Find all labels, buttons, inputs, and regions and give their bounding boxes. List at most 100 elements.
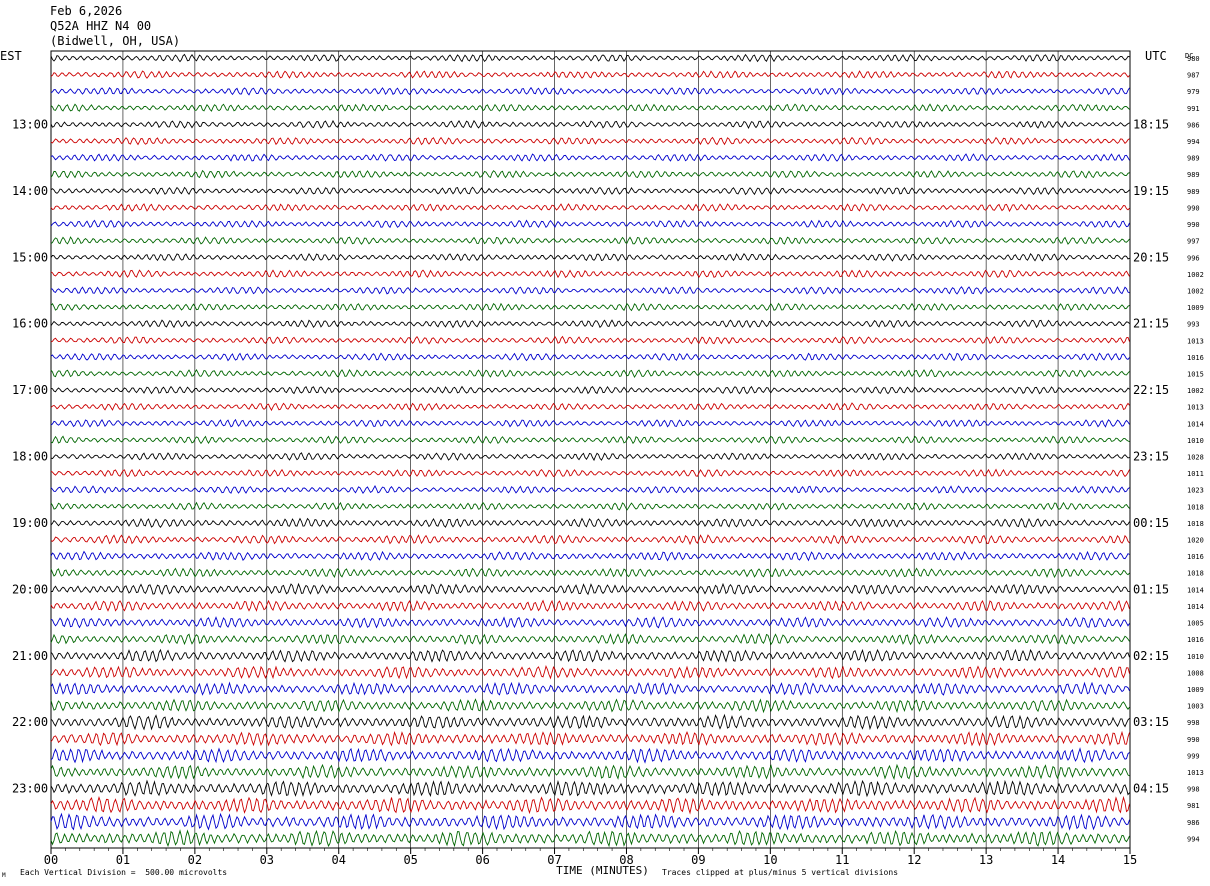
seismic-trace (50, 385, 1130, 395)
dc-offset-label: 1002 (1187, 271, 1204, 279)
seismic-trace (50, 452, 1130, 462)
seismic-trace (50, 812, 1130, 831)
seismic-trace (50, 517, 1130, 528)
right-hour-label: 04:15 (1133, 782, 1169, 796)
seismic-trace (50, 763, 1130, 781)
dc-offset-label: 1010 (1187, 653, 1204, 661)
right-hour-label: 03:15 (1133, 715, 1169, 729)
dc-offset-label: 998 (1187, 786, 1200, 794)
clip-note: Traces clipped at plus/minus 5 vertical … (662, 868, 899, 877)
dc-offset-label: 1018 (1187, 520, 1204, 528)
x-tick-label: 13 (979, 853, 993, 867)
left-hour-label: 20:00 (12, 582, 48, 596)
dc-offset-label: 1018 (1187, 570, 1204, 578)
scale-note: Each Vertical Division = 500.00 microvol… (20, 868, 228, 877)
dc-offset-label: 989 (1187, 188, 1200, 196)
dc-offset-label: 990 (1187, 736, 1200, 744)
seismic-trace (50, 534, 1130, 546)
header-station: Q52A HHZ N4 00 (50, 19, 152, 33)
seismic-trace (50, 252, 1130, 262)
dc-offset-label: 1016 (1187, 354, 1204, 362)
left-hour-label: 17:00 (12, 383, 48, 397)
seismic-trace (50, 435, 1130, 445)
seismic-trace (50, 616, 1130, 629)
corner-mark: M (2, 872, 6, 879)
x-tick-label: 09 (691, 853, 705, 867)
seismic-trace (50, 103, 1130, 112)
dc-offset-label: 991 (1187, 105, 1200, 113)
dc-offset-label: 1016 (1187, 553, 1204, 561)
x-tick-label: 11 (835, 853, 849, 867)
x-tick-label: 12 (907, 853, 921, 867)
dc-offset-label: 987 (1187, 72, 1200, 80)
seismic-trace (50, 402, 1130, 412)
seismic-trace (50, 730, 1130, 747)
seismic-trace (50, 169, 1130, 179)
seismic-trace (50, 681, 1130, 696)
dc-offset-label: 1023 (1187, 487, 1204, 495)
right-timezone-label: UTC (1145, 49, 1167, 63)
left-hour-label: 22:00 (12, 715, 48, 729)
seismic-trace (50, 286, 1130, 295)
x-tick-label: 03 (260, 853, 274, 867)
dc-offset-label: 999 (1187, 752, 1200, 760)
seismic-trace (50, 53, 1130, 63)
header-location: (Bidwell, OH, USA) (50, 34, 181, 48)
dc-offset-label: 980 (1187, 55, 1200, 63)
seismic-trace (51, 582, 1130, 596)
left-hour-label: 23:00 (12, 782, 48, 796)
seismic-trace (50, 269, 1130, 279)
seismic-trace (50, 599, 1130, 613)
dc-offset-label: 994 (1187, 138, 1200, 146)
seismic-trace (50, 335, 1130, 345)
dc-offset-label: 1010 (1187, 437, 1204, 445)
seismic-trace (50, 747, 1130, 764)
dc-offset-label: 1013 (1187, 769, 1204, 777)
left-hour-label: 19:00 (12, 516, 48, 530)
left-hour-label: 21:00 (12, 649, 48, 663)
dc-offset-label: 1020 (1187, 537, 1204, 545)
left-hour-label: 16:00 (12, 317, 48, 331)
dc-offset-label: 1014 (1187, 603, 1204, 611)
dc-offset-label: 1005 (1187, 620, 1204, 628)
seismic-trace (50, 698, 1130, 714)
seismic-trace (50, 648, 1130, 663)
seismic-trace (50, 713, 1130, 731)
dc-offset-label: 1013 (1187, 404, 1204, 412)
x-axis-label: TIME (MINUTES) (556, 864, 649, 877)
x-tick-label: 08 (619, 853, 633, 867)
right-hour-label: 20:15 (1133, 250, 1169, 264)
seismic-trace (50, 369, 1130, 379)
x-tick-label: 05 (403, 853, 417, 867)
left-timezone-label: EST (0, 49, 22, 63)
x-tick-label: 06 (475, 853, 489, 867)
right-hour-label: 00:15 (1133, 516, 1169, 530)
dc-header: DC (1185, 52, 1193, 60)
seismic-trace (50, 468, 1130, 478)
seismic-trace (50, 795, 1130, 815)
left-hour-label: 13:00 (12, 117, 48, 131)
seismic-trace (50, 136, 1130, 146)
dc-offset-label: 1016 (1187, 636, 1204, 644)
seismic-trace (50, 86, 1130, 96)
dc-offset-label: 990 (1187, 221, 1200, 229)
dc-offset-label: 989 (1187, 171, 1200, 179)
right-hour-label: 02:15 (1133, 649, 1169, 663)
dc-offset-label: 990 (1187, 204, 1200, 212)
seismic-trace (50, 236, 1130, 245)
x-tick-label: 07 (547, 853, 561, 867)
dc-offset-label: 986 (1187, 121, 1200, 129)
left-hour-label: 18:00 (12, 450, 48, 464)
dc-offset-label: 997 (1187, 238, 1200, 246)
dc-offset-label: 1013 (1187, 337, 1204, 345)
right-hour-label: 01:15 (1133, 582, 1169, 596)
seismic-trace (50, 319, 1130, 329)
dc-offset-label: 1014 (1187, 586, 1204, 594)
seismic-trace (50, 501, 1130, 511)
dc-offset-label: 1009 (1187, 686, 1204, 694)
seismic-trace (50, 485, 1130, 495)
seismic-trace (50, 550, 1130, 562)
right-hour-label: 19:15 (1133, 184, 1169, 198)
x-tick-label: 04 (332, 853, 346, 867)
dc-offset-label: 981 (1187, 802, 1200, 810)
